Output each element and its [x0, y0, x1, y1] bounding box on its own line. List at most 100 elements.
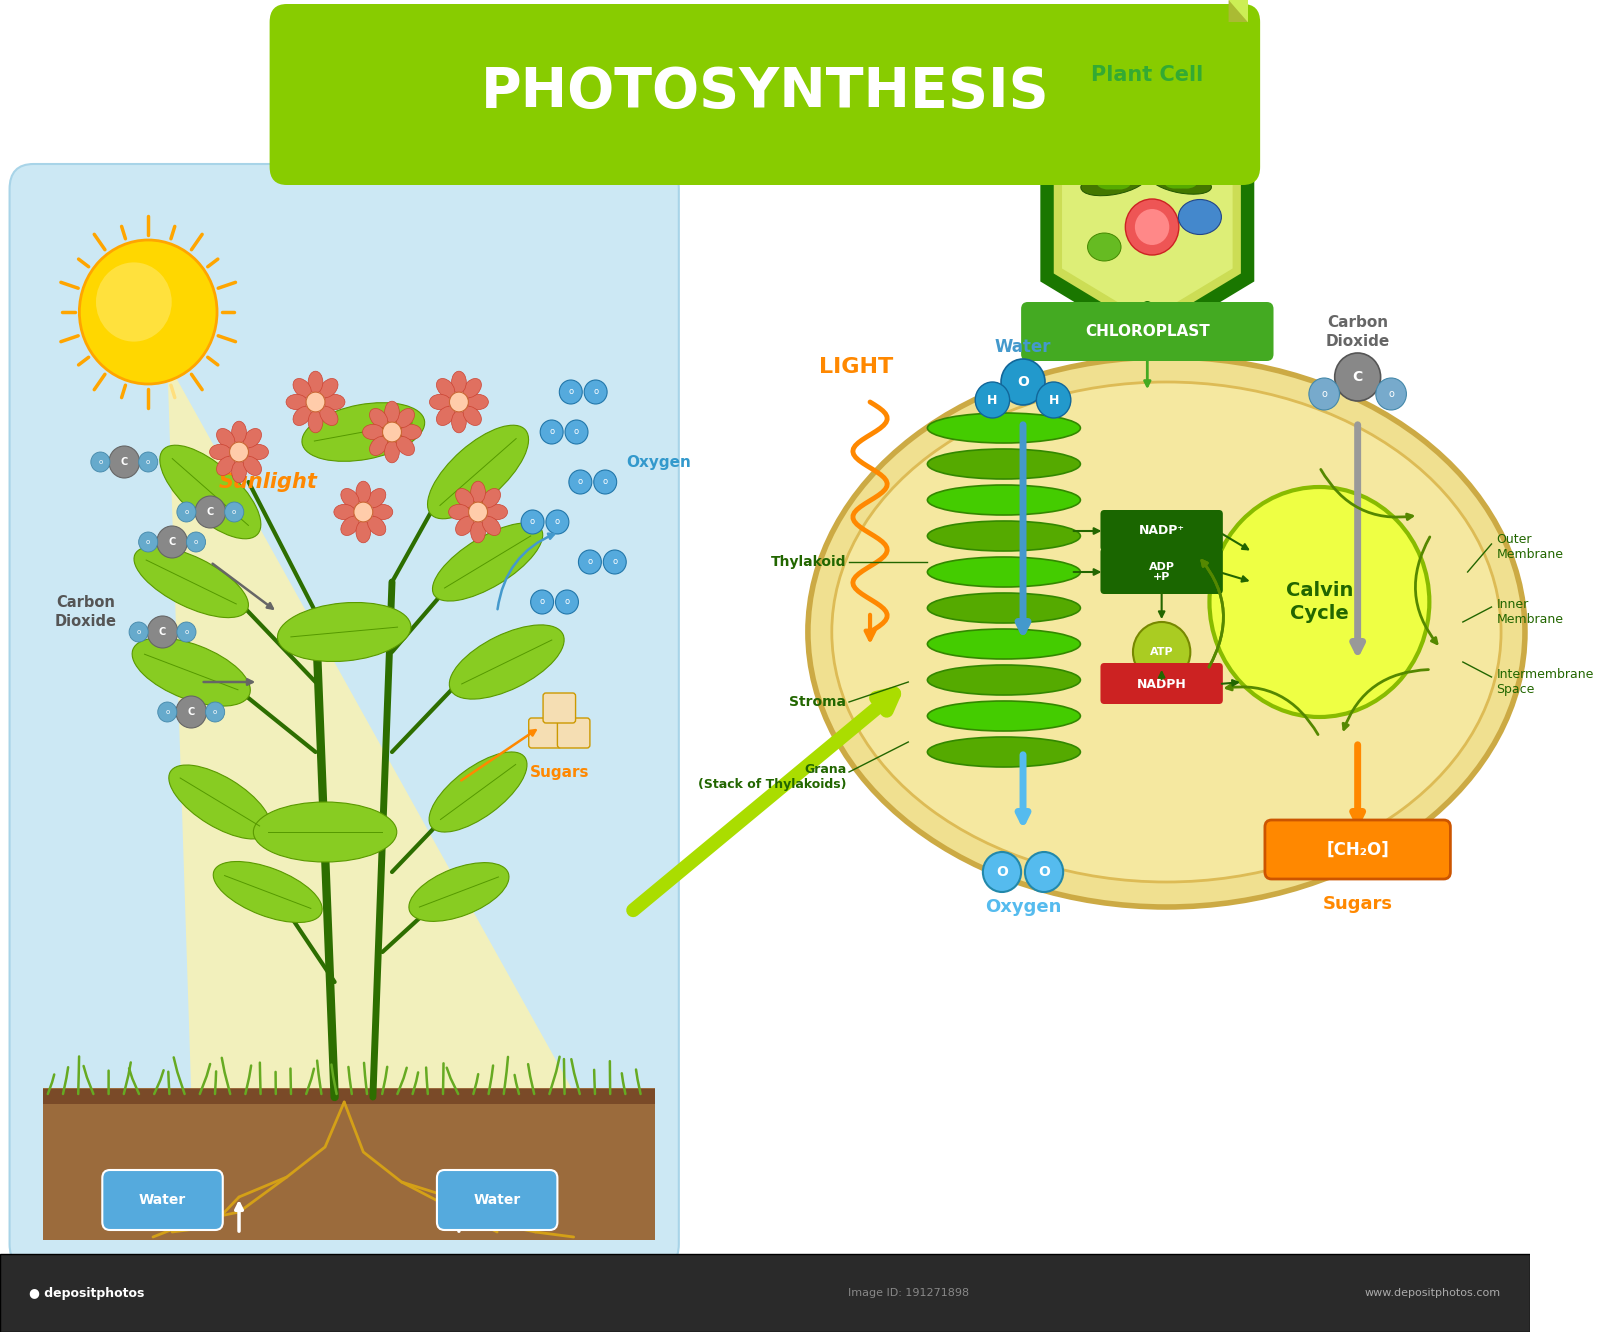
Ellipse shape	[928, 629, 1080, 659]
Circle shape	[1133, 622, 1190, 682]
Circle shape	[1037, 382, 1070, 418]
FancyBboxPatch shape	[0, 1253, 1530, 1332]
Text: www.depositphotos.com: www.depositphotos.com	[1365, 1288, 1501, 1297]
Circle shape	[96, 262, 171, 341]
Ellipse shape	[293, 378, 312, 397]
Circle shape	[139, 531, 158, 551]
Ellipse shape	[286, 394, 307, 410]
Text: NADP⁺: NADP⁺	[1139, 525, 1184, 538]
Circle shape	[109, 446, 139, 478]
Circle shape	[450, 392, 469, 412]
Text: o: o	[184, 509, 189, 515]
Text: o: o	[184, 629, 189, 635]
Circle shape	[176, 697, 206, 729]
Polygon shape	[1054, 104, 1242, 330]
Ellipse shape	[370, 437, 387, 456]
Ellipse shape	[355, 521, 371, 543]
Text: Water: Water	[139, 1193, 186, 1207]
Text: o: o	[578, 477, 582, 486]
Ellipse shape	[134, 546, 248, 618]
Text: Grana
(Stack of Thylakoids): Grana (Stack of Thylakoids)	[698, 763, 846, 791]
Text: ATP: ATP	[1150, 647, 1173, 657]
Text: Carbon
Dioxide: Carbon Dioxide	[1325, 316, 1390, 349]
Polygon shape	[1062, 115, 1232, 320]
Ellipse shape	[1096, 174, 1120, 189]
Circle shape	[1334, 353, 1381, 401]
Ellipse shape	[482, 489, 501, 507]
Ellipse shape	[133, 638, 250, 706]
Ellipse shape	[448, 505, 470, 519]
Text: o: o	[146, 539, 150, 545]
Circle shape	[306, 392, 325, 412]
Text: o: o	[232, 509, 237, 515]
Ellipse shape	[928, 521, 1080, 551]
Text: o: o	[555, 518, 560, 526]
Circle shape	[603, 550, 626, 574]
Text: Water: Water	[474, 1193, 520, 1207]
Text: o: o	[594, 388, 598, 397]
Ellipse shape	[437, 378, 454, 397]
Ellipse shape	[467, 394, 488, 410]
Text: Sunlight: Sunlight	[218, 472, 317, 492]
Ellipse shape	[210, 445, 230, 460]
Ellipse shape	[309, 410, 323, 433]
Circle shape	[541, 420, 563, 444]
Text: H: H	[987, 393, 998, 406]
Text: O: O	[1038, 864, 1050, 879]
Ellipse shape	[1170, 176, 1192, 189]
Ellipse shape	[368, 489, 386, 507]
Ellipse shape	[323, 394, 346, 410]
Circle shape	[579, 550, 602, 574]
Text: Sugars: Sugars	[530, 765, 589, 779]
Ellipse shape	[160, 445, 261, 538]
Circle shape	[130, 622, 149, 642]
Text: [CH₂O]: [CH₂O]	[1326, 840, 1389, 859]
Ellipse shape	[397, 409, 414, 428]
Ellipse shape	[928, 593, 1080, 623]
Circle shape	[1026, 852, 1062, 892]
Circle shape	[454, 1185, 474, 1205]
Ellipse shape	[464, 406, 482, 425]
Ellipse shape	[341, 489, 358, 507]
Ellipse shape	[928, 737, 1080, 767]
Text: C: C	[158, 627, 166, 637]
FancyBboxPatch shape	[437, 1169, 557, 1229]
Ellipse shape	[1178, 200, 1221, 234]
Ellipse shape	[928, 449, 1080, 480]
FancyBboxPatch shape	[43, 1090, 654, 1104]
Ellipse shape	[1082, 168, 1147, 196]
Ellipse shape	[309, 372, 323, 393]
Circle shape	[120, 1185, 139, 1205]
Ellipse shape	[456, 517, 474, 535]
Ellipse shape	[464, 378, 482, 397]
Text: Thylakoid: Thylakoid	[771, 555, 846, 569]
Text: Inner
Membrane: Inner Membrane	[1496, 598, 1563, 626]
Circle shape	[1002, 360, 1045, 405]
FancyBboxPatch shape	[1021, 302, 1274, 361]
Text: O: O	[997, 864, 1008, 879]
Text: o: o	[1389, 389, 1394, 400]
Text: o: o	[136, 629, 141, 635]
Ellipse shape	[213, 862, 322, 923]
Text: o: o	[574, 428, 579, 437]
Text: o: o	[98, 460, 102, 465]
Text: C: C	[1352, 370, 1363, 384]
Circle shape	[382, 422, 402, 442]
FancyBboxPatch shape	[10, 164, 678, 1269]
Text: o: o	[568, 388, 573, 397]
Text: o: o	[530, 518, 534, 526]
Ellipse shape	[470, 481, 485, 503]
Text: PHOTOSYNTHESIS: PHOTOSYNTHESIS	[480, 65, 1050, 119]
Circle shape	[584, 380, 606, 404]
Circle shape	[531, 590, 554, 614]
Text: o: o	[587, 558, 592, 566]
Ellipse shape	[243, 429, 261, 448]
Ellipse shape	[320, 378, 338, 397]
Ellipse shape	[368, 517, 386, 535]
Text: Water: Water	[995, 338, 1051, 356]
FancyBboxPatch shape	[1101, 510, 1222, 551]
Circle shape	[570, 470, 592, 494]
Text: C: C	[120, 457, 128, 468]
Ellipse shape	[293, 406, 312, 425]
Circle shape	[187, 1185, 205, 1205]
